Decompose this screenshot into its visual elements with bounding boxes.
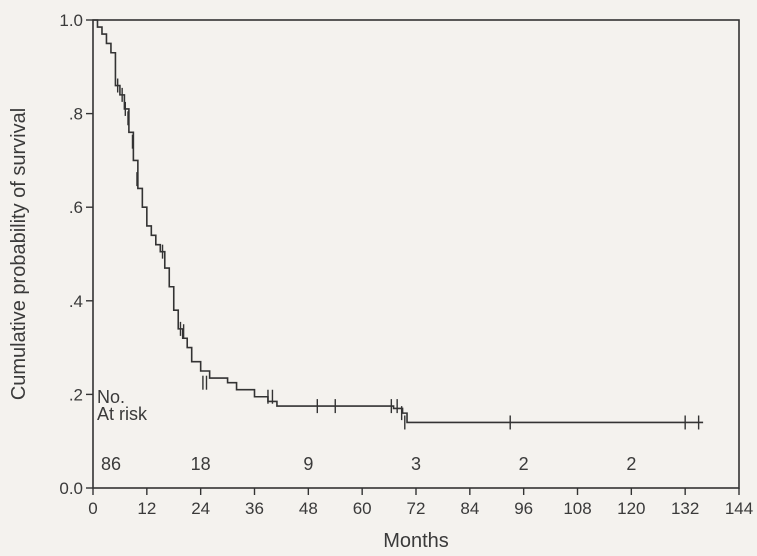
x-tick-label: 84 bbox=[460, 499, 479, 518]
x-tick-label: 36 bbox=[245, 499, 264, 518]
plot-frame bbox=[92, 19, 740, 489]
at-risk-label-no: No. bbox=[97, 387, 125, 407]
at-risk-count: 3 bbox=[411, 454, 421, 474]
at-risk-count: 18 bbox=[191, 454, 211, 474]
y-tick-label: .2 bbox=[69, 385, 83, 404]
at-risk-label-at-risk: At risk bbox=[97, 404, 148, 424]
x-tick-label: 120 bbox=[617, 499, 645, 518]
x-tick-label: 24 bbox=[191, 499, 210, 518]
y-tick-label: .8 bbox=[69, 105, 83, 124]
at-risk-count: 86 bbox=[101, 454, 121, 474]
x-axis-label: Months bbox=[383, 530, 449, 552]
x-tick-label: 48 bbox=[299, 499, 318, 518]
y-tick-label: .4 bbox=[69, 292, 83, 311]
survival-curve bbox=[93, 19, 704, 424]
at-risk-count: 2 bbox=[626, 454, 636, 474]
x-axis: 0 12 24 36 48 60 72 84 96 108 120 132 144 bbox=[88, 488, 753, 518]
x-tick-label: 108 bbox=[563, 499, 591, 518]
x-tick-label: 60 bbox=[353, 499, 372, 518]
y-tick-label: 0.0 bbox=[59, 479, 83, 498]
x-tick-label: 96 bbox=[514, 499, 533, 518]
at-risk-values: 86 18 9 3 2 2 bbox=[101, 454, 636, 474]
at-risk-count: 9 bbox=[303, 454, 313, 474]
y-axis: 0.0 .2 .4 .6 .8 1.0 bbox=[59, 11, 93, 498]
y-axis-label: Cumulative probability of survival bbox=[8, 108, 30, 400]
x-tick-label: 132 bbox=[671, 499, 699, 518]
x-tick-label: 12 bbox=[137, 499, 156, 518]
y-tick-label: .6 bbox=[69, 198, 83, 217]
y-tick-label: 1.0 bbox=[59, 11, 83, 30]
x-tick-label: 0 bbox=[88, 499, 97, 518]
x-tick-label: 72 bbox=[407, 499, 426, 518]
censor-marks bbox=[116, 78, 700, 430]
at-risk-count: 2 bbox=[519, 454, 529, 474]
x-tick-label: 144 bbox=[725, 499, 753, 518]
